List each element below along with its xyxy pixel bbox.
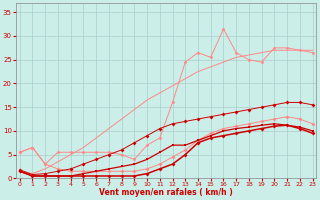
X-axis label: Vent moyen/en rafales ( km/h ): Vent moyen/en rafales ( km/h ) — [99, 188, 233, 197]
